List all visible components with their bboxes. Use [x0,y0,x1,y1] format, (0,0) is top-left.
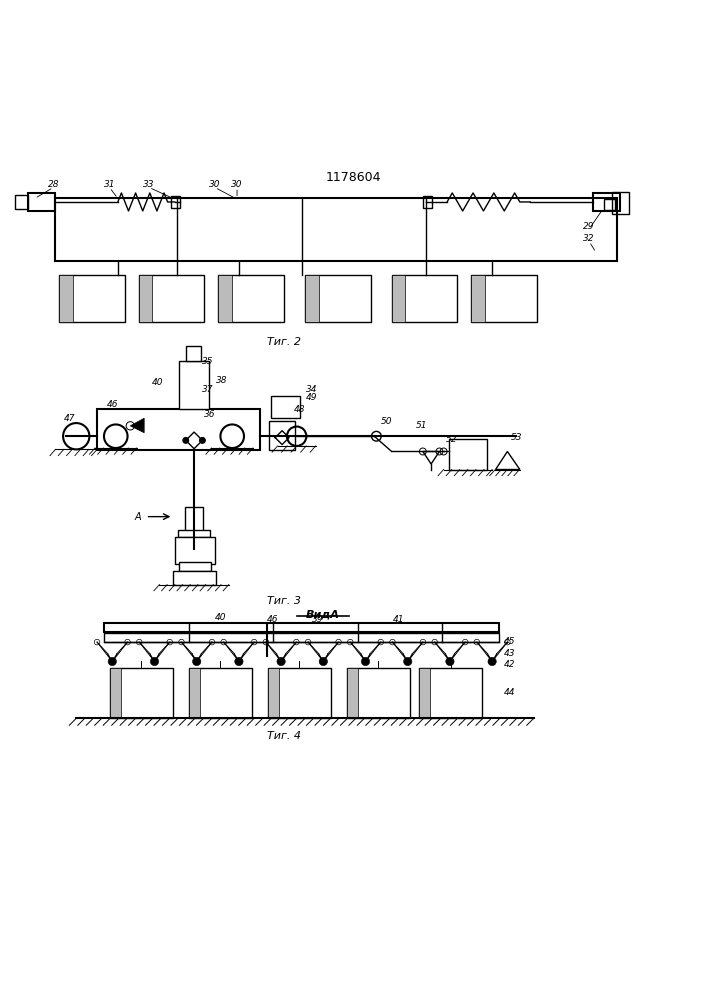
Bar [104,623,499,632]
Text: 30: 30 [209,180,221,189]
Text: 47: 47 [64,414,75,423]
Text: Τиг. 3: Τиг. 3 [267,596,301,606]
Bar [392,275,457,322]
Text: 35: 35 [202,357,214,366]
Text: 33: 33 [144,180,155,189]
Bar [186,346,201,361]
Text: 52: 52 [446,435,457,444]
Bar [419,668,482,718]
Bar [604,199,615,210]
Bar [472,275,537,322]
Bar [139,275,153,322]
Text: 38: 38 [216,376,228,385]
Bar [449,439,487,470]
Bar [346,668,358,718]
Bar [592,193,620,211]
Text: 29: 29 [583,222,595,231]
Bar [178,530,210,537]
Text: 45: 45 [503,637,515,646]
Bar [139,275,204,322]
Text: А: А [134,512,141,522]
Text: 40: 40 [152,378,164,387]
Bar [110,668,173,718]
Circle shape [488,657,496,666]
Text: 30: 30 [231,180,243,189]
Bar [179,361,209,409]
Bar [267,668,279,718]
Text: Τиг. 4: Τиг. 4 [267,731,301,741]
Circle shape [199,438,205,443]
Bar [218,275,232,322]
Text: 37: 37 [202,385,214,394]
Polygon shape [130,418,144,433]
Bar [59,275,124,322]
Text: 36: 36 [204,410,216,419]
Text: 39: 39 [312,615,323,624]
Text: 1178604: 1178604 [326,171,381,184]
Bar [179,562,211,571]
Text: 50: 50 [381,417,392,426]
Bar [28,193,55,211]
Text: 53: 53 [510,433,522,442]
Bar [305,275,319,322]
Circle shape [445,657,454,666]
Bar [271,396,300,418]
Bar [110,668,121,718]
Text: 28: 28 [47,180,59,189]
Circle shape [151,657,158,666]
Text: 42: 42 [503,660,515,669]
Bar [189,668,199,718]
Text: 48: 48 [293,405,305,414]
Text: 51: 51 [416,421,427,430]
Circle shape [192,657,201,666]
Circle shape [108,657,117,666]
Bar [185,507,203,533]
Text: 34: 34 [306,385,317,394]
Text: 46: 46 [267,615,278,624]
Bar [97,409,260,450]
Bar [305,275,371,322]
Bar [423,196,432,208]
Bar [59,275,73,322]
Bar [189,668,252,718]
Bar [419,668,430,718]
Bar [171,196,180,208]
Text: 49: 49 [306,393,317,402]
Bar [218,275,284,322]
Bar [267,668,332,718]
Bar [269,421,296,450]
Circle shape [361,657,370,666]
Bar [346,668,410,718]
Text: Τиг. 2: Τиг. 2 [267,337,301,347]
Bar [392,275,406,322]
Text: 40: 40 [215,613,226,622]
Circle shape [235,657,243,666]
Circle shape [277,657,285,666]
Bar [612,192,629,214]
Text: 41: 41 [393,615,404,624]
Bar [16,195,28,209]
Bar [173,571,216,585]
Text: ВидА: ВидА [305,610,339,620]
Text: 46: 46 [107,400,118,409]
Text: 31: 31 [104,180,115,189]
Bar [472,275,485,322]
Bar [175,537,215,564]
Text: 32: 32 [583,234,595,243]
Bar [104,633,499,642]
Circle shape [183,438,189,443]
Text: 44: 44 [503,688,515,697]
Text: 43: 43 [503,649,515,658]
Circle shape [404,657,412,666]
Circle shape [319,657,327,666]
